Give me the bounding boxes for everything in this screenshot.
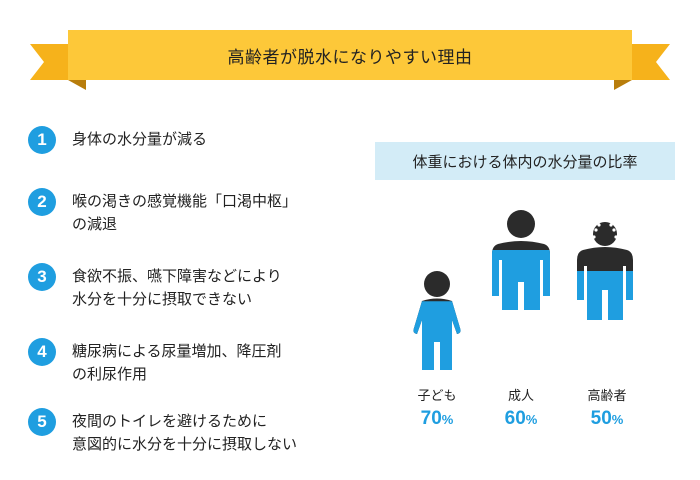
percent-unit: % xyxy=(525,412,538,427)
figure-name: 高齢者 xyxy=(587,389,627,404)
senior-figure-icon xyxy=(574,220,636,320)
number-badge: 1 xyxy=(28,126,56,154)
reason-line: 意図的に水分を十分に摂取しない xyxy=(72,435,298,453)
hair-dot xyxy=(592,235,596,239)
figure-percent: 60% xyxy=(481,408,561,430)
caption-adult: 成人 60% xyxy=(481,385,561,430)
percent-unit: % xyxy=(611,412,624,427)
number-badge: 5 xyxy=(28,408,56,436)
reason-item-4: 4 糖尿病による尿量増加、降圧剤 の利尿作用 xyxy=(28,338,282,386)
figure-water-part xyxy=(492,250,550,310)
reason-text: 夜間のトイレを避けるために 意図的に水分を十分に摂取しない xyxy=(72,410,297,456)
figure-percent: 50% xyxy=(567,408,647,430)
caption-child: 子ども 70% xyxy=(397,385,477,430)
figure-name: 子ども xyxy=(417,389,457,404)
number-badge: 4 xyxy=(28,338,56,366)
reason-line: 食欲不振、嚥下障害などにより xyxy=(72,267,282,285)
reason-item-1: 1 身体の水分量が減る xyxy=(28,126,207,154)
reason-text: 食欲不振、嚥下障害などにより 水分を十分に摂取できない xyxy=(72,265,282,311)
percent-value: 60 xyxy=(504,408,526,429)
child-figure-icon xyxy=(408,270,466,372)
reason-line: 糖尿病による尿量増加、降圧剤 xyxy=(72,342,282,360)
reason-line: 夜間のトイレを避けるために xyxy=(72,412,268,430)
reason-line: の利尿作用 xyxy=(72,365,148,383)
banner-fold-right xyxy=(614,80,632,90)
hair-dot xyxy=(594,228,598,232)
reason-text: 糖尿病による尿量増加、降圧剤 の利尿作用 xyxy=(72,340,282,386)
reason-line: 水分を十分に摂取できない xyxy=(72,290,253,308)
figure-water-part xyxy=(413,301,461,370)
adult-figure-icon xyxy=(488,210,554,310)
reason-line: 喉の渇きの感覚機能「口渇中枢」 xyxy=(72,192,298,210)
reason-line: 身体の水分量が減る xyxy=(72,130,208,148)
reason-item-2: 2 喉の渇きの感覚機能「口渇中枢」 の減退 xyxy=(28,188,297,236)
hair-dot xyxy=(614,235,618,239)
reason-item-3: 3 食欲不振、嚥下障害などにより 水分を十分に摂取できない xyxy=(28,263,282,311)
figure-svg xyxy=(577,222,633,320)
figure-svg xyxy=(492,210,550,310)
reason-text: 喉の渇きの感覚機能「口渇中枢」 の減退 xyxy=(72,190,297,236)
reason-line: の減退 xyxy=(72,215,118,233)
figure-svg xyxy=(413,271,461,370)
reason-text: 身体の水分量が減る xyxy=(72,128,207,151)
number-badge: 2 xyxy=(28,188,56,216)
caption-senior: 高齢者 50% xyxy=(567,385,647,430)
title-banner: 高齢者が脱水になりやすい理由 xyxy=(30,30,670,92)
hair-dot xyxy=(597,223,601,227)
ratio-heading: 体重における体内の水分量の比率 xyxy=(375,142,675,180)
figure-name: 成人 xyxy=(507,389,534,404)
figure-water-part xyxy=(577,271,633,320)
percent-value: 70 xyxy=(420,408,442,429)
number-badge: 3 xyxy=(28,263,56,291)
page-title: 高齢者が脱水になりやすい理由 xyxy=(68,30,632,80)
percent-unit: % xyxy=(441,412,454,427)
hair-dot xyxy=(609,223,613,227)
reason-item-5: 5 夜間のトイレを避けるために 意図的に水分を十分に摂取しない xyxy=(28,408,297,456)
banner-fold-left xyxy=(68,80,86,90)
percent-value: 50 xyxy=(590,408,612,429)
figure-percent: 70% xyxy=(397,408,477,430)
hair-dot xyxy=(612,228,616,232)
